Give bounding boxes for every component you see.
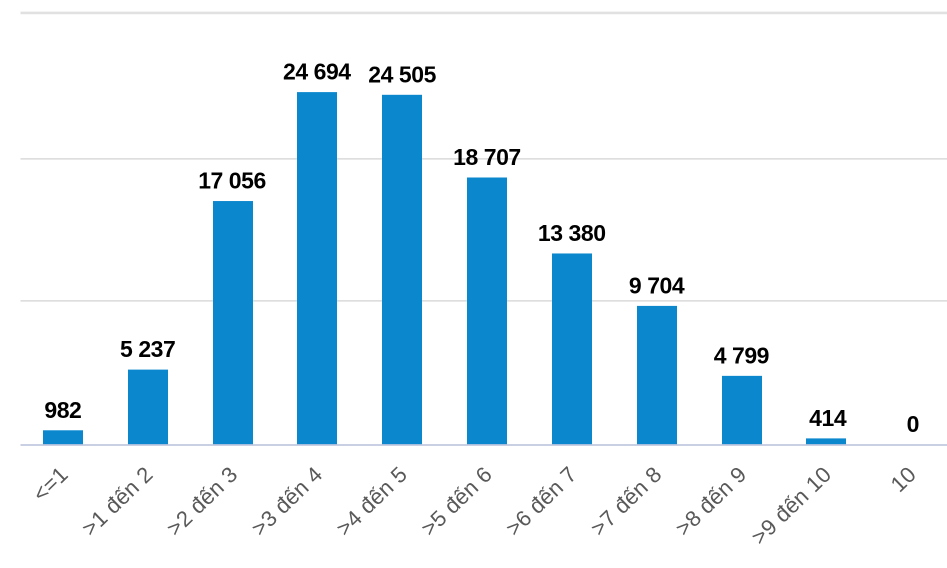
svg-text:13 380: 13 380 bbox=[538, 220, 606, 246]
svg-text:0: 0 bbox=[907, 411, 919, 437]
svg-text:18 707: 18 707 bbox=[453, 144, 521, 170]
svg-text:5 237: 5 237 bbox=[120, 336, 175, 362]
svg-text:17 056: 17 056 bbox=[198, 168, 266, 194]
svg-text:4 799: 4 799 bbox=[714, 342, 769, 368]
svg-text:414: 414 bbox=[809, 405, 847, 431]
svg-text:24 505: 24 505 bbox=[368, 61, 436, 87]
svg-text:24 694: 24 694 bbox=[283, 59, 351, 85]
svg-text:9 704: 9 704 bbox=[629, 273, 685, 299]
svg-text:982: 982 bbox=[44, 397, 81, 423]
